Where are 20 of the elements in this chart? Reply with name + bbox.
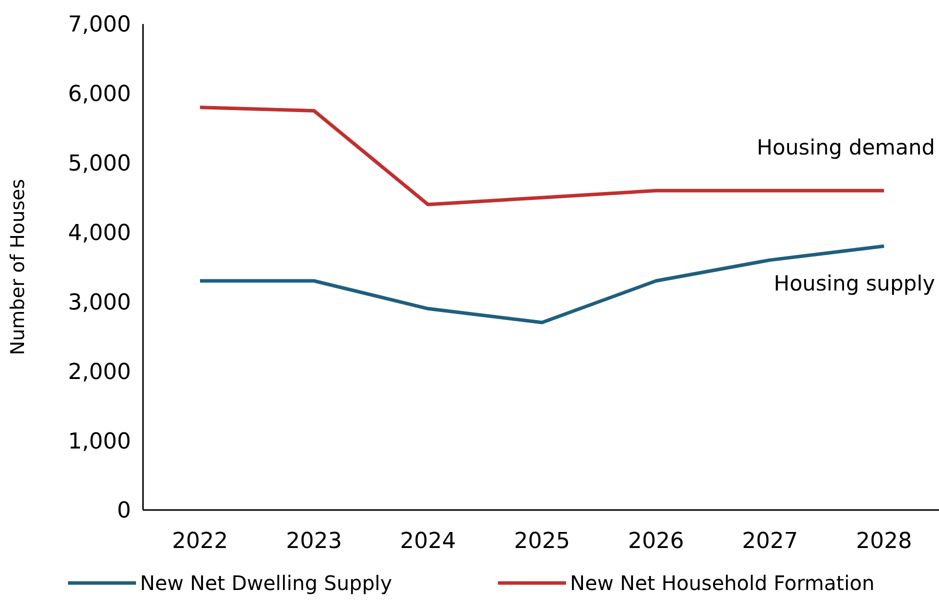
x-tick-label: 2023 (286, 529, 342, 554)
y-tick-label: 6,000 (68, 82, 131, 108)
x-tick-label: 2026 (628, 529, 684, 554)
annotation: Housing supply (774, 271, 935, 296)
legend-label: New Net Dwelling Supply (140, 571, 392, 595)
y-axis-title: Number of Houses (7, 178, 29, 356)
y-tick-label: 0 (117, 498, 131, 524)
y-tick-label: 7,000 (68, 12, 131, 38)
x-tick-label: 2027 (742, 529, 798, 554)
y-tick-label: 4,000 (68, 220, 131, 246)
legend-label: New Net Household Formation (570, 571, 875, 595)
x-tick-label: 2028 (856, 529, 912, 554)
x-tick-label: 2024 (400, 529, 456, 554)
y-tick-label: 2,000 (68, 360, 131, 385)
y-tick-label: 3,000 (68, 290, 131, 316)
y-tick-label: 1,000 (68, 429, 131, 454)
x-tick-label: 2022 (172, 529, 228, 554)
x-tick-label: 2025 (514, 529, 570, 554)
annotation: Housing demand (756, 135, 935, 160)
y-tick-label: 5,000 (68, 152, 131, 177)
